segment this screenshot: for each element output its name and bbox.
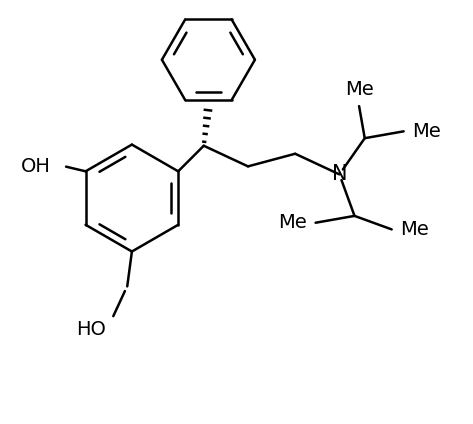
Text: HO: HO xyxy=(77,320,106,339)
Text: Me: Me xyxy=(400,220,429,239)
Text: Me: Me xyxy=(279,213,307,232)
Text: N: N xyxy=(332,165,347,184)
Text: Me: Me xyxy=(345,80,374,99)
Text: OH: OH xyxy=(21,157,51,176)
Text: Me: Me xyxy=(412,122,441,141)
